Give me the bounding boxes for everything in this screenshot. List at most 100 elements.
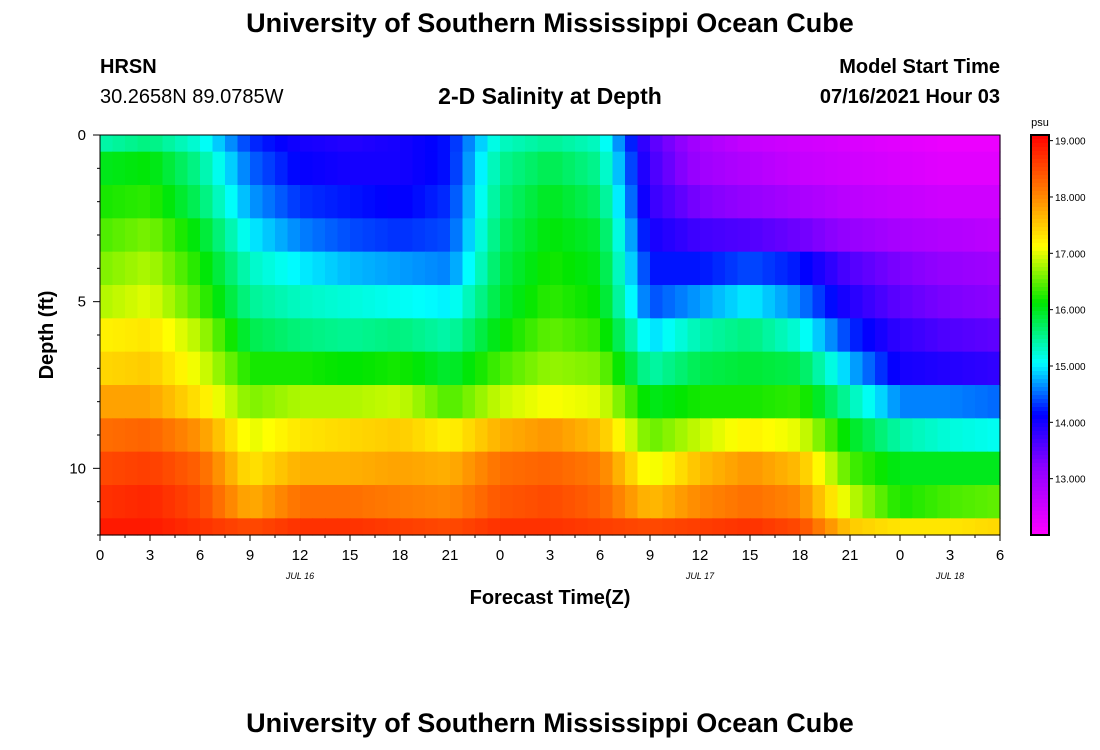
heatmap-cell	[375, 418, 389, 453]
heatmap-cell	[837, 351, 851, 386]
heatmap-cell	[275, 485, 289, 519]
heatmap-cell	[312, 418, 326, 453]
heatmap-cell	[325, 135, 339, 153]
heatmap-cell	[537, 151, 551, 186]
heatmap-cell	[400, 218, 414, 253]
heatmap-cell	[637, 318, 651, 353]
heatmap-cell	[287, 418, 301, 453]
heatmap-cell	[825, 451, 839, 486]
heatmap-cell	[100, 151, 114, 186]
heatmap-cell	[137, 518, 151, 536]
heatmap-cell	[712, 385, 726, 419]
heatmap-cell	[587, 151, 601, 186]
heatmap-cell	[900, 185, 914, 219]
heatmap-cell	[462, 318, 476, 353]
heatmap-cell	[687, 285, 701, 319]
heatmap-cell	[950, 385, 964, 419]
heatmap-cell	[975, 418, 989, 453]
heatmap-cell	[100, 135, 114, 153]
heatmap-cell	[837, 485, 851, 519]
heatmap-cell	[375, 318, 389, 353]
heatmap-cell	[325, 318, 339, 353]
heatmap-cell	[425, 135, 439, 153]
heatmap-cell	[875, 485, 889, 519]
heatmap-cell	[662, 135, 676, 153]
heatmap-cell	[387, 318, 401, 353]
heatmap-cell	[787, 135, 801, 153]
heatmap-cell	[550, 351, 564, 386]
heatmap-cell	[737, 151, 751, 186]
heatmap-cell	[300, 385, 314, 419]
heatmap-cell	[200, 185, 214, 219]
x-date-label: JUL 18	[935, 571, 964, 581]
heatmap-cell	[750, 351, 764, 386]
heatmap-cell	[200, 151, 214, 186]
heatmap-cell	[125, 351, 139, 386]
heatmap-cell	[650, 185, 664, 219]
colorbar: psu 19.000 18.000 17.000 16.000 15.000 14.000 1…	[1030, 117, 1086, 536]
y-tick-label: 5	[78, 294, 86, 311]
heatmap-cell	[550, 451, 564, 486]
colorbar-segment	[1031, 411, 1049, 416]
heatmap-cell	[825, 285, 839, 319]
heatmap-cell	[812, 251, 826, 286]
heatmap-cell	[337, 251, 351, 286]
heatmap-cell	[800, 518, 814, 536]
heatmap-cell	[987, 135, 1001, 153]
heatmap-cell	[887, 285, 901, 319]
heatmap-cell	[237, 385, 251, 419]
heatmap-cell	[325, 285, 339, 319]
heatmap-cell	[287, 251, 301, 286]
heatmap-cell	[812, 218, 826, 253]
heatmap-cell	[312, 385, 326, 419]
x-tick-label: 3	[146, 547, 154, 564]
heatmap-cell	[712, 318, 726, 353]
x-tick-label: 0	[896, 547, 904, 564]
colorbar-segment	[1031, 215, 1049, 220]
heatmap-cell	[100, 451, 114, 486]
heatmap-cell	[762, 251, 776, 286]
y-tick-label: 0	[78, 127, 86, 144]
heatmap-cell	[100, 485, 114, 519]
heatmap-cell	[212, 451, 226, 486]
heatmap-cell	[475, 218, 489, 253]
heatmap-cell	[475, 251, 489, 286]
heatmap-cell	[725, 351, 739, 386]
heatmap-cell	[850, 251, 864, 286]
heatmap-cell	[387, 451, 401, 486]
heatmap-cell	[662, 451, 676, 486]
heatmap-cell	[962, 385, 976, 419]
heatmap-cell	[975, 218, 989, 253]
colorbar-segment	[1031, 463, 1049, 468]
colorbar-segment	[1031, 203, 1049, 208]
heatmap-cell	[287, 285, 301, 319]
heatmap-cell	[950, 318, 964, 353]
heatmap-cell	[175, 451, 189, 486]
heatmap-cell	[225, 451, 239, 486]
heatmap-cell	[200, 518, 214, 536]
colorbar-segment	[1031, 231, 1049, 236]
heatmap-cell	[112, 218, 126, 253]
heatmap-cell	[775, 151, 789, 186]
colorbar-segment	[1031, 303, 1049, 308]
heatmap-cell	[612, 418, 626, 453]
heatmap-cell	[575, 218, 589, 253]
heatmap-cell	[150, 485, 164, 519]
heatmap-cell	[550, 185, 564, 219]
heatmap-cell	[887, 451, 901, 486]
heatmap-cell	[862, 251, 876, 286]
heatmap-cell	[437, 318, 451, 353]
heatmap-cell	[662, 518, 676, 536]
heatmap-cell	[537, 285, 551, 319]
heatmap-cell	[512, 185, 526, 219]
x-tick-label: 6	[996, 547, 1004, 564]
heatmap-cell	[137, 351, 151, 386]
heatmap-cell	[787, 318, 801, 353]
heatmap-cell	[687, 251, 701, 286]
heatmap-cell	[625, 285, 639, 319]
heatmap-cell	[850, 451, 864, 486]
heatmap-cell	[800, 385, 814, 419]
colorbar-segment	[1031, 367, 1049, 372]
heatmap-cell	[587, 351, 601, 386]
